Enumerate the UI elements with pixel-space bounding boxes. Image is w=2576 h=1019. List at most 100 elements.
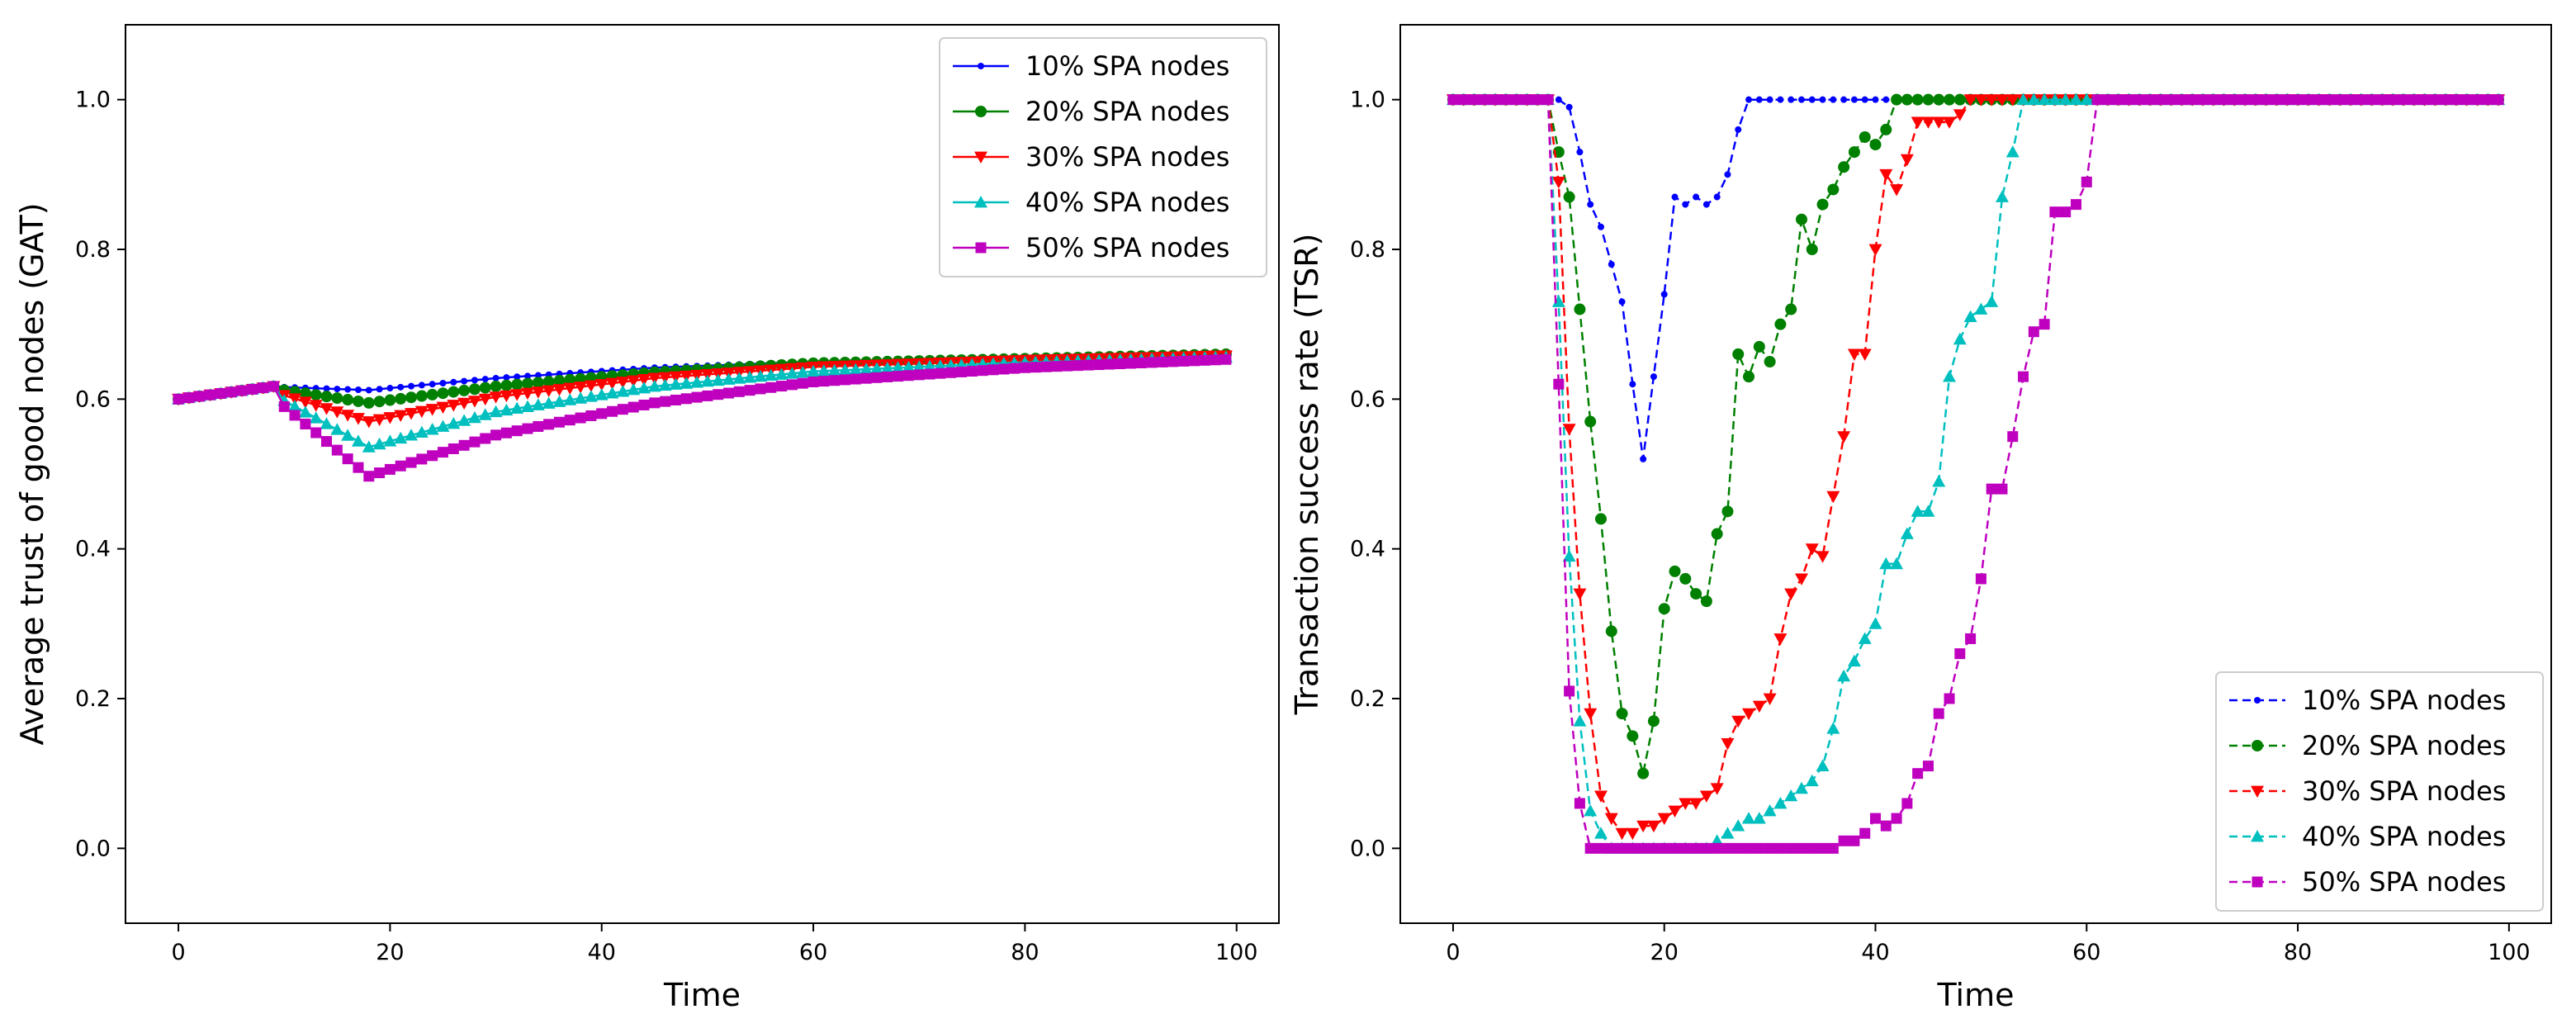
data-point-50-spa-nodes [649, 397, 661, 409]
data-point-50-spa-nodes [1996, 483, 2008, 495]
data-point-40-spa-nodes [637, 381, 651, 394]
data-point-20-spa-nodes [479, 382, 491, 394]
data-point-50-spa-nodes [1838, 835, 1849, 846]
data-point-50-spa-nodes [1764, 842, 1776, 854]
data-point-40-spa-nodes [414, 425, 429, 438]
y-tick-label: 0.8 [75, 237, 111, 263]
data-point-30-spa-nodes [1742, 708, 1756, 721]
data-point-20-spa-nodes [342, 394, 354, 406]
y-tick-label: 0.2 [75, 686, 111, 712]
data-point-10-spa-nodes [1682, 201, 1689, 208]
data-point-40-spa-nodes [1921, 505, 1935, 517]
data-point-50-spa-nodes [236, 385, 248, 396]
y-axis-label: Transaction success rate (TSR) [1289, 234, 1325, 716]
data-point-30-spa-nodes [1794, 573, 1808, 585]
x-axis-label: Time [663, 977, 741, 1013]
data-point-50-spa-nodes [384, 463, 395, 475]
data-point-50-spa-nodes [1104, 358, 1115, 370]
data-point-40-spa-nodes [869, 362, 883, 374]
data-point-20-spa-nodes [1637, 767, 1650, 780]
data-point-50-spa-nodes [2197, 94, 2209, 106]
data-point-10-spa-nodes [1618, 298, 1626, 306]
data-point-10-spa-nodes [1808, 96, 1816, 103]
data-point-50-spa-nodes [1659, 842, 1670, 854]
data-point-20-spa-nodes [384, 394, 396, 406]
data-point-30-spa-nodes [647, 372, 661, 385]
data-point-50-spa-nodes [680, 393, 692, 405]
data-point-40-spa-nodes [722, 372, 736, 385]
data-point-10-spa-nodes [1777, 96, 1784, 103]
data-point-20-spa-nodes [1922, 93, 1934, 106]
data-point-10-spa-nodes [492, 374, 500, 382]
data-point-10-spa-nodes [1576, 149, 1584, 156]
data-point-50-spa-nodes [2218, 94, 2230, 106]
data-point-50-spa-nodes [1564, 685, 1575, 697]
data-point-50-spa-nodes [500, 427, 512, 438]
data-point-50-spa-nodes [2070, 199, 2081, 211]
y-tick-label: 0.8 [1350, 237, 1385, 263]
data-point-20-spa-nodes [299, 387, 311, 400]
legend-label-30-spa-nodes: 30% SPA nodes [2302, 775, 2506, 807]
data-point-40-spa-nodes [912, 360, 926, 372]
data-point-50-spa-nodes [2166, 94, 2177, 106]
data-point-50-spa-nodes [2323, 94, 2335, 106]
data-point-30-spa-nodes [1858, 348, 1872, 361]
data-point-10-spa-nodes [439, 379, 447, 386]
data-point-40-spa-nodes [785, 367, 799, 379]
data-point-50-spa-nodes [987, 364, 999, 376]
data-point-40-spa-nodes [2016, 92, 2030, 106]
data-point-40-spa-nodes [309, 411, 323, 424]
data-point-50-spa-nodes [596, 408, 608, 419]
data-point-30-spa-nodes [1868, 244, 1882, 256]
data-point-50-spa-nodes [1584, 842, 1596, 854]
data-point-20-spa-nodes [1795, 213, 1807, 225]
data-point-30-spa-nodes [1995, 94, 2009, 107]
data-point-20-spa-nodes [362, 396, 375, 409]
data-point-50-spa-nodes [585, 410, 597, 421]
data-point-30-spa-nodes [500, 390, 514, 403]
data-point-10-spa-nodes [514, 373, 521, 381]
data-point-40-spa-nodes [594, 388, 608, 400]
data-point-30-spa-nodes [616, 377, 630, 389]
data-point-50-spa-nodes [1849, 835, 1860, 846]
data-point-30-spa-nodes [1657, 813, 1671, 826]
data-point-40-spa-nodes [1995, 190, 2009, 202]
data-point-50-spa-nodes [533, 420, 544, 432]
data-point-50-spa-nodes [1922, 761, 1934, 772]
data-point-50-spa-nodes [1157, 356, 1168, 367]
data-point-40-spa-nodes [1731, 819, 1745, 832]
data-point-40-spa-nodes [647, 379, 661, 392]
data-point-50-spa-nodes [194, 391, 206, 402]
data-point-30-spa-nodes [1573, 588, 1587, 601]
data-point-50-spa-nodes [2133, 94, 2145, 106]
data-point-20-spa-nodes [1827, 183, 1840, 196]
data-point-40-spa-nodes [1985, 295, 1999, 307]
data-point-50-spa-nodes [2113, 94, 2124, 106]
legend-box [939, 37, 1267, 277]
data-point-50-spa-nodes [511, 425, 523, 437]
data-point-20-spa-nodes [553, 375, 566, 387]
data-point-40-spa-nodes [405, 429, 419, 441]
data-point-30-spa-nodes [1646, 820, 1660, 833]
data-point-40-spa-nodes [859, 363, 874, 375]
left-chart-gat: 0 20 40 60 80 100 0.0 0.2 0.4 0.6 0.8 1.0 Time Averag… [14, 24, 1280, 1013]
x-tick-label: 40 [1861, 940, 1889, 965]
data-point-50-spa-nodes [627, 401, 639, 413]
data-point-50-spa-nodes [2366, 94, 2378, 106]
data-point-50-spa-nodes [1721, 842, 1733, 854]
y-tick-label: 0.4 [1350, 537, 1385, 562]
data-point-40-spa-nodes [732, 372, 746, 384]
x-tick-label: 100 [2488, 940, 2531, 965]
data-point-40-spa-nodes [764, 368, 778, 382]
legend-marker-20-spa-nodes [2252, 740, 2263, 751]
data-point-20-spa-nodes [511, 378, 523, 391]
data-point-40-spa-nodes [817, 364, 831, 377]
data-point-50-spa-nodes [522, 423, 533, 434]
data-point-50-spa-nodes [2376, 94, 2388, 106]
data-point-50-spa-nodes [1167, 356, 1179, 367]
data-point-50-spa-nodes [638, 399, 650, 410]
data-point-40-spa-nodes [1784, 789, 1798, 802]
data-point-10-spa-nodes [354, 386, 362, 393]
data-point-50-spa-nodes [1679, 842, 1691, 854]
